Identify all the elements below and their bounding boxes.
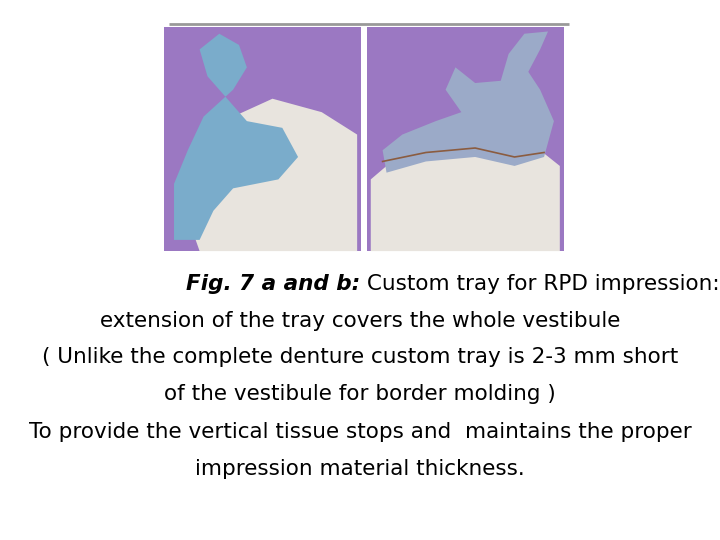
Polygon shape (174, 33, 298, 240)
Text: Custom tray for RPD impression: The: Custom tray for RPD impression: The (360, 273, 720, 294)
Bar (367, 27, 564, 251)
Polygon shape (382, 31, 554, 173)
Text: Fig. 7 a and b:: Fig. 7 a and b: (186, 273, 360, 294)
Polygon shape (371, 144, 560, 251)
Text: of the vestibule for border molding ): of the vestibule for border molding ) (164, 384, 556, 404)
Bar (164, 27, 361, 251)
Polygon shape (184, 99, 357, 251)
Text: extension of the tray covers the whole vestibule: extension of the tray covers the whole v… (100, 311, 620, 332)
Text: impression material thickness.: impression material thickness. (195, 458, 525, 479)
Text: ( Unlike the complete denture custom tray is 2-3 mm short: ( Unlike the complete denture custom tra… (42, 347, 678, 368)
Text: To provide the vertical tissue stops and  maintains the proper: To provide the vertical tissue stops and… (29, 422, 691, 442)
